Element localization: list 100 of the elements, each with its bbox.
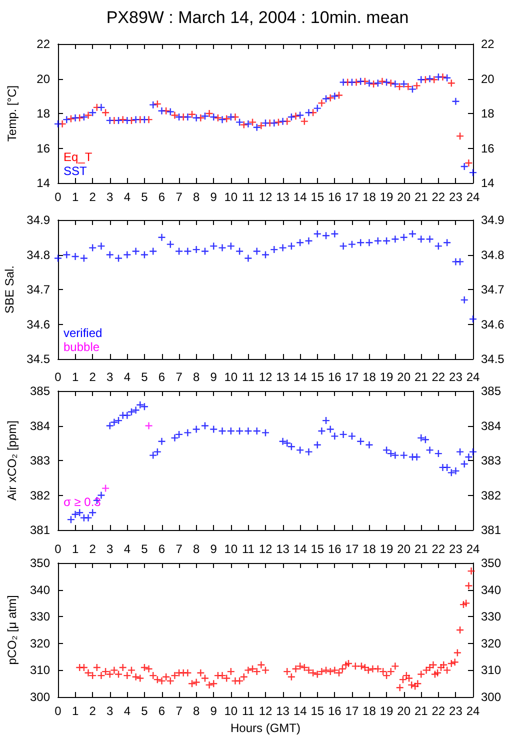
point: [412, 82, 421, 90]
point: [464, 158, 473, 168]
x2-tick-label: 3: [106, 704, 114, 718]
x-tick-label: 2: [89, 190, 96, 204]
point: [348, 240, 356, 248]
point: [434, 72, 443, 82]
y2-tick-label: 20: [481, 72, 495, 86]
y2-tick-label: 350: [481, 556, 502, 570]
x-tick-label: 12: [258, 542, 272, 556]
y2-tick-label: 384: [481, 418, 502, 433]
point: [468, 314, 478, 324]
text: verified: [64, 326, 102, 340]
x2-tick-label: 24: [466, 370, 480, 384]
x-tick-label: 17: [345, 190, 359, 204]
y-tick-label: 18: [36, 106, 50, 120]
point: [417, 235, 426, 244]
point: [292, 112, 300, 120]
series-label: σ ≥ 0.3: [64, 495, 102, 509]
x-tick-label: 13: [276, 190, 290, 204]
y2-tick-label: 34.5: [481, 352, 505, 366]
x2-tick-label: 6: [158, 704, 166, 718]
y-axis-title: Temp. [°C]: [5, 85, 19, 142]
x-tick-label: 16: [328, 542, 342, 556]
point: [71, 114, 80, 122]
x2-tick-label: 9: [210, 370, 218, 384]
point: [210, 242, 218, 250]
point: [330, 92, 339, 100]
point: [334, 91, 344, 100]
x-tick-label: 11: [242, 190, 255, 204]
y2-tick-label: 382: [481, 488, 502, 502]
x2-tick-label: 12: [258, 370, 272, 384]
point: [226, 242, 236, 250]
x-tick-label: 0: [54, 190, 62, 204]
point: [452, 97, 460, 106]
point: [192, 114, 200, 122]
y-tick-label: 34.7: [26, 282, 50, 296]
x-tick-label: 15: [310, 190, 324, 204]
x-tick-label: 0: [54, 542, 62, 556]
point: [278, 244, 287, 252]
y-tick-label: 34.5: [26, 352, 50, 366]
x-tick-label: 17: [345, 542, 359, 556]
point: [158, 233, 166, 242]
y-tick-label: 385: [30, 384, 50, 398]
point: [188, 110, 196, 118]
point: [240, 120, 248, 129]
y-tick-label: 300: [30, 690, 50, 704]
point: [278, 117, 287, 126]
point: [174, 247, 184, 256]
point: [101, 108, 110, 117]
point: [378, 77, 386, 86]
point: [214, 114, 222, 122]
point: [468, 168, 478, 177]
x2-tick-label: 19: [380, 370, 394, 384]
point: [123, 116, 132, 125]
x-tick-label: 24: [466, 542, 480, 556]
y2-tick-label: 14: [481, 176, 495, 190]
point: [369, 80, 378, 88]
x2-tick-label: 24: [466, 704, 480, 718]
y-tick-label: 310: [30, 663, 50, 678]
point: [84, 111, 92, 120]
point: [391, 80, 400, 88]
x2-tick-label: 22: [432, 370, 446, 384]
x2-tick-label: 2: [89, 704, 96, 718]
point: [149, 247, 158, 256]
y2-tick-label: 310: [481, 663, 502, 678]
x2-tick-label: 12: [258, 704, 272, 718]
point: [88, 108, 97, 117]
y-tick-label: 330: [30, 610, 50, 624]
point: [356, 238, 365, 247]
point: [426, 235, 434, 244]
x-tick-label: 10: [224, 190, 238, 204]
chart-title: PX89W : March 14, 2004 : 10min. mean: [106, 8, 409, 27]
x2-tick-label: 13: [276, 370, 290, 384]
point: [442, 238, 452, 247]
point: [226, 112, 236, 122]
point: [80, 254, 88, 262]
y2-tick-label: 381: [481, 523, 502, 537]
y-tick-label: 381: [30, 523, 50, 537]
x-tick-label: 18: [362, 190, 376, 204]
point: [382, 78, 391, 86]
x2-tick-label: 18: [362, 370, 376, 384]
point: [88, 244, 97, 252]
x-tick-label: 16: [328, 190, 342, 204]
point: [244, 254, 252, 262]
point: [132, 247, 140, 256]
point: [114, 254, 123, 262]
x2-tick-label: 4: [124, 370, 131, 384]
y2-tick-label: 385: [481, 384, 502, 398]
x2-tick-label: 23: [449, 370, 463, 384]
x2-tick-label: 5: [141, 704, 148, 718]
point: [304, 108, 313, 117]
point: [365, 238, 374, 247]
x2-tick-label: 17: [345, 370, 359, 384]
point: [426, 74, 434, 83]
point: [218, 115, 226, 124]
point: [257, 122, 266, 130]
x2-tick-label: 19: [380, 704, 394, 718]
point: [244, 120, 252, 128]
point: [170, 111, 179, 120]
point: [184, 247, 192, 256]
